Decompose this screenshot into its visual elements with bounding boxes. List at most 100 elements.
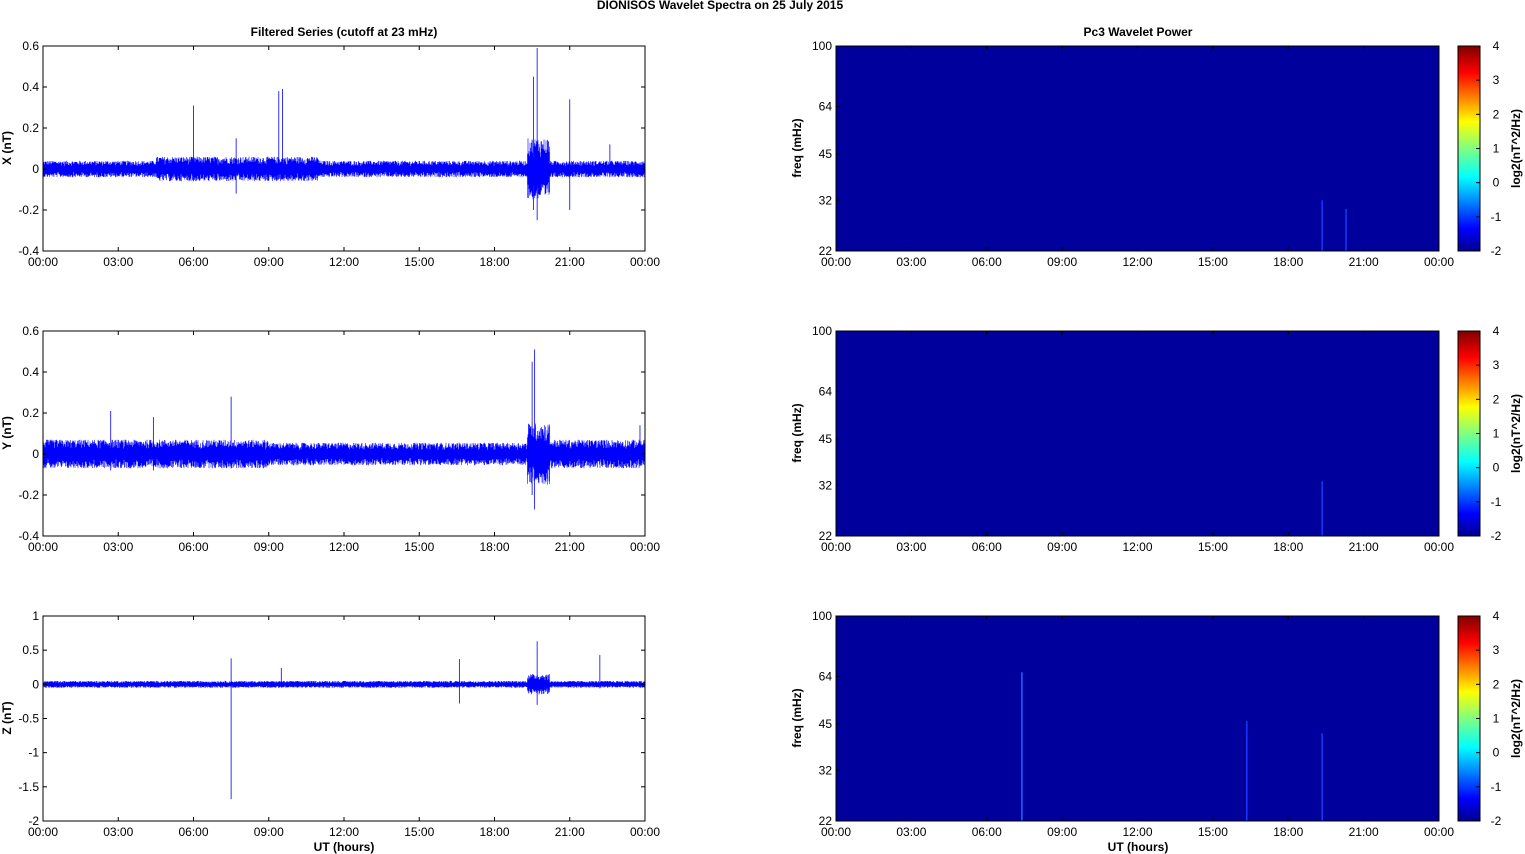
- y-tick-label: 100: [812, 609, 832, 623]
- colorbar-tick-label: -2: [1491, 814, 1502, 828]
- colorbar-tick-label: -1: [1491, 495, 1502, 509]
- plot-area: [43, 331, 645, 536]
- x-tick-label: 15:00: [404, 540, 434, 554]
- plot-area: [43, 46, 645, 251]
- x-tick-label: 03:00: [896, 540, 926, 554]
- y-tick-label: -0.2: [18, 488, 39, 502]
- colorbar-tick-label: 0: [1493, 461, 1500, 475]
- x-tick-label: 03:00: [896, 825, 926, 839]
- colorbar-label: log2(nT^2/Hz): [1509, 394, 1523, 473]
- x-tick-label: 18:00: [1273, 825, 1303, 839]
- x-tick-label: 21:00: [1349, 540, 1379, 554]
- y-tick-label: 22: [819, 529, 833, 543]
- plot-area: [43, 616, 645, 821]
- x-tick-label: 18:00: [1273, 540, 1303, 554]
- x-tick-label: 00:00: [28, 255, 58, 269]
- x-tick-label: 15:00: [1198, 540, 1228, 554]
- x-tick-label: 18:00: [479, 255, 509, 269]
- colorbar-tick-label: -1: [1491, 780, 1502, 794]
- time-series-title: Filtered Series (cutoff at 23 mHz): [251, 25, 438, 39]
- y-tick-label: 0: [32, 162, 39, 176]
- x-tick-label: 18:00: [479, 825, 509, 839]
- x-tick-label: 09:00: [1047, 540, 1077, 554]
- colorbar-tick-label: 0: [1493, 176, 1500, 190]
- y-tick-label: 0.4: [22, 80, 39, 94]
- x-tick-label: 09:00: [254, 825, 284, 839]
- time-series-x-axis-label: UT (hours): [314, 840, 375, 854]
- x-tick-label: 03:00: [103, 540, 133, 554]
- y-axis-label-ylabel: Y (nT): [0, 416, 14, 450]
- x-tick-label: 06:00: [178, 825, 208, 839]
- colorbar-tick-label: 2: [1493, 677, 1500, 691]
- x-tick-label: 06:00: [178, 540, 208, 554]
- y-tick-label: -1: [28, 746, 39, 760]
- y-tick-label: 64: [819, 384, 833, 398]
- y-tick-label: 32: [819, 763, 833, 777]
- colorbar-tick-label: -2: [1491, 529, 1502, 543]
- x-tick-label: 15:00: [1198, 255, 1228, 269]
- y-tick-label: 0.5: [22, 643, 39, 657]
- y-tick-label: -0.4: [18, 529, 39, 543]
- y-tick-label: -1.5: [18, 780, 39, 794]
- y-tick-label: 45: [819, 432, 833, 446]
- y-tick-label: 0.2: [22, 406, 39, 420]
- y-tick-label: 22: [819, 244, 833, 258]
- y-tick-label: -0.4: [18, 244, 39, 258]
- y-tick-label: -0.5: [18, 712, 39, 726]
- x-tick-label: 03:00: [103, 255, 133, 269]
- x-tick-label: 00:00: [630, 255, 660, 269]
- y-tick-label: 0: [32, 677, 39, 691]
- y-tick-label: 0.4: [22, 365, 39, 379]
- freq-axis-label: freq (mHz): [790, 118, 804, 177]
- x-tick-label: 00:00: [28, 540, 58, 554]
- y-tick-label: 1: [32, 609, 39, 623]
- x-tick-label: 09:00: [254, 255, 284, 269]
- x-tick-label: 18:00: [1273, 255, 1303, 269]
- colorbar-tick-label: 2: [1493, 107, 1500, 121]
- wavelet-title: Pc3 Wavelet Power: [1084, 25, 1193, 39]
- x-tick-label: 21:00: [555, 540, 585, 554]
- x-tick-label: 00:00: [630, 540, 660, 554]
- x-tick-label: 12:00: [1122, 825, 1152, 839]
- x-tick-label: 06:00: [972, 255, 1002, 269]
- y-tick-label: 32: [819, 478, 833, 492]
- x-tick-label: 03:00: [896, 255, 926, 269]
- x-tick-label: 06:00: [972, 825, 1002, 839]
- x-tick-label: 21:00: [1349, 825, 1379, 839]
- x-tick-label: 09:00: [1047, 255, 1077, 269]
- colorbar-tick-label: 3: [1493, 643, 1500, 657]
- x-tick-label: 00:00: [1424, 825, 1454, 839]
- x-tick-label: 21:00: [555, 825, 585, 839]
- x-tick-label: 15:00: [1198, 825, 1228, 839]
- freq-axis-label: freq (mHz): [790, 403, 804, 462]
- x-tick-label: 12:00: [1122, 540, 1152, 554]
- x-tick-label: 00:00: [821, 540, 851, 554]
- colorbar-tick-label: 0: [1493, 746, 1500, 760]
- freq-axis-label: freq (mHz): [790, 688, 804, 747]
- x-tick-label: 00:00: [1424, 255, 1454, 269]
- colorbar-tick-label: 1: [1493, 142, 1500, 156]
- x-tick-label: 03:00: [103, 825, 133, 839]
- y-tick-label: 64: [819, 99, 833, 113]
- figure-title: DIONISOS Wavelet Spectra on 25 July 2015: [597, 0, 844, 12]
- x-axis-label-ylabel: X (nT): [0, 131, 14, 165]
- x-tick-label: 21:00: [1349, 255, 1379, 269]
- colorbar-tick-label: 3: [1493, 358, 1500, 372]
- y-tick-label: 45: [819, 147, 833, 161]
- colorbar-tick-label: 2: [1493, 392, 1500, 406]
- colorbar-tick-label: 1: [1493, 427, 1500, 441]
- y-tick-label: 0: [32, 447, 39, 461]
- y-tick-label: 45: [819, 717, 833, 731]
- x-tick-label: 18:00: [479, 540, 509, 554]
- y-component-time-series-panel: Y (nT) -0.4 -0.2 0 0.2 0.4 0.6 00:00 03:00 06:00…: [0, 324, 660, 554]
- y-tick-label: 100: [812, 39, 832, 53]
- z-component-time-series-panel: Z (nT) UT (hours) -2 -1.5 -1 -0.5 0 0.5 1 00:00…: [0, 609, 660, 854]
- x-tick-label: 12:00: [329, 540, 359, 554]
- y-tick-label: 22: [819, 814, 833, 828]
- x-tick-label: 06:00: [972, 540, 1002, 554]
- colorbar-label: log2(nT^2/Hz): [1509, 679, 1523, 758]
- x-tick-label: 00:00: [630, 825, 660, 839]
